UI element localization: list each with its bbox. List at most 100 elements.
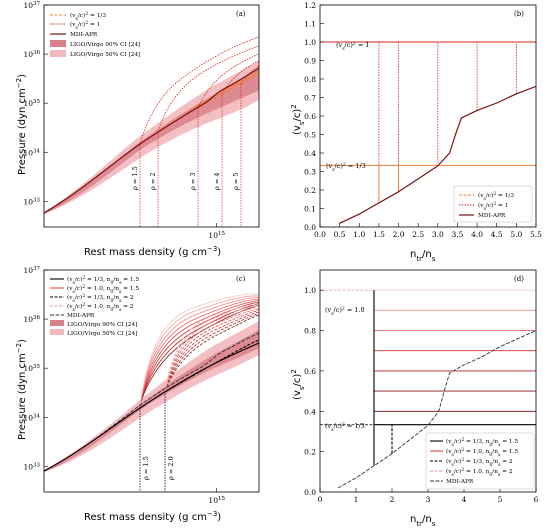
ytick-label: 1036 <box>23 315 40 324</box>
svg-text:(vs/c)2 = 1/3: (vs/c)2 = 1/3 <box>478 191 514 202</box>
transition-lines <box>139 84 242 227</box>
rho-label: ρ = 4 <box>213 172 221 190</box>
ytick-label: 0.0 <box>304 488 316 497</box>
ytick-label: 0.7 <box>304 94 316 103</box>
legend-c: (vs/c)2 = 1/3, n0/ns = 1.5 (vs/c)2 = 1.0… <box>50 275 139 337</box>
ylabel-a: Pressure (dyn cm−2) <box>15 74 28 175</box>
ytick-label: 0.6 <box>304 367 316 376</box>
rho-label: ρ = 2.0 <box>167 456 175 480</box>
ci50-band <box>44 69 259 214</box>
svg-text:(vs/c)2 = 1/3: (vs/c)2 = 1/3 <box>70 11 106 22</box>
mdi-apr-curve <box>337 330 536 489</box>
legend-entry: LIGO/Virgo 90% CI [24] <box>67 322 137 328</box>
ytick-label: 0.4 <box>304 149 316 158</box>
xtick-label: 3.5 <box>451 230 463 239</box>
svg-text:(vs/c)2 = 1.0, n0/ns = 2: (vs/c)2 = 1.0, n0/ns = 2 <box>67 302 134 313</box>
ytick-label: 1037 <box>23 1 40 10</box>
xtick-label: 1.0 <box>353 230 365 239</box>
svg-text:(vs/c)2 = 1/3, n0/ns = 2: (vs/c)2 = 1/3, n0/ns = 2 <box>67 293 134 304</box>
annotation-vs13: (vs/c)2 = 1/3 <box>325 422 365 433</box>
svg-text:(vs/c)2 = 1/3, n0/ns = 2: (vs/c)2 = 1/3, n0/ns = 2 <box>446 457 513 468</box>
ytick-label: 0.8 <box>304 75 316 84</box>
legend-entry: MDI-APR <box>446 479 474 485</box>
svg-text:(vs/c)2 = 1.0, n0/ns = 1.5: (vs/c)2 = 1.0, n0/ns = 1.5 <box>67 284 139 295</box>
vs13-n2-curve <box>164 339 259 393</box>
vs1-curves <box>139 36 259 145</box>
vs-fan-curve-n2 <box>164 313 259 392</box>
ytick-label: 1033 <box>23 197 40 206</box>
vs-fan-curve-n15 <box>139 303 259 406</box>
panel-label-c: (c) <box>236 275 246 283</box>
axes-a <box>43 4 260 228</box>
ytick-label: 0.0 <box>304 223 316 232</box>
legend-entry: MDI-APR <box>70 32 98 38</box>
vs-fan-curve-n15 <box>139 297 259 406</box>
vs-fan-curve-n2 <box>164 311 259 392</box>
xtick-label: 5.0 <box>510 230 522 239</box>
rho-label: ρ = 3 <box>189 172 197 190</box>
ytick-label: 1034 <box>23 148 40 157</box>
xtick-label: 0.5 <box>334 230 346 239</box>
ytick-label: 1035 <box>23 364 40 373</box>
ytick-label: 0.6 <box>304 112 316 121</box>
svg-text:(vs/c)2 = 1.0, n0/ns = 2: (vs/c)2 = 1.0, n0/ns = 2 <box>446 467 513 478</box>
ytick-label: 0.8 <box>304 327 316 336</box>
rho-label: ρ = 1.5 <box>131 166 139 190</box>
xtick-label: 1015 <box>208 231 225 240</box>
xlabel-b: ntr/ns <box>410 249 436 263</box>
xtick-label: 2.0 <box>393 230 405 239</box>
svg-text:(vs/c)2 = 1/3, n0/ns = 1.5: (vs/c)2 = 1/3, n0/ns = 1.5 <box>67 275 139 286</box>
rho-label: ρ = 2 <box>149 172 157 190</box>
legend-entry: LIGO/Virgo 50% CI [24] <box>70 52 140 58</box>
xtick-label: 1015 <box>208 496 225 505</box>
ytick-label: 1037 <box>23 266 40 275</box>
panel-c: 1033 1034 1035 1036 1037 1015 (c) ρ = 1.5 ρ =… <box>15 266 260 523</box>
xtick-label: 0 <box>318 495 323 504</box>
xtick-label: 1.5 <box>373 230 385 239</box>
vs-fan-curve-n2 <box>164 305 259 392</box>
vs-fan-curve-n2 <box>164 310 259 392</box>
xtick-label: 5 <box>498 495 503 504</box>
annotation-vs1: (vs/c)2 = 1 <box>336 41 370 52</box>
legend-d: (vs/c)2 = 1/3, n0/ns = 1.5 (vs/c)2 = 1.0… <box>425 432 535 490</box>
xlabel-d: ntr/ns <box>410 514 436 528</box>
panel-d: 0 1 2 3 4 5 6 0.0 0.2 0.4 0.6 0.8 1.0 (d) (vs/c)2 = … <box>290 269 539 528</box>
rho-label: ρ = 5 <box>232 172 240 190</box>
ytick-label: 0.4 <box>304 407 316 416</box>
xtick-label: 4.0 <box>471 230 483 239</box>
xtick-label: 6 <box>534 495 539 504</box>
vs-fan-curve-n15 <box>139 295 259 406</box>
xtick-label: 2.5 <box>412 230 424 239</box>
ytick-label: 1035 <box>23 99 40 108</box>
svg-text:(vs/c)2 = 1.0, n0/ns = 1.5: (vs/c)2 = 1.0, n0/ns = 1.5 <box>446 447 518 458</box>
ytick-label: 1.0 <box>304 38 316 47</box>
legend-entry: LIGO/Virgo 90% CI [24] <box>70 42 140 48</box>
panel-label-b: (b) <box>514 10 524 18</box>
xtick-label: 5.5 <box>530 230 542 239</box>
ytick-label: 0.2 <box>304 448 316 457</box>
ytick-label: 0.1 <box>304 205 316 214</box>
legend-entry: LIGO/Virgo 50% CI [24] <box>67 331 137 337</box>
vs-fan-curve-n15 <box>139 293 259 406</box>
legend-entry: MDI-APR <box>478 213 506 219</box>
panel-a: 1033 1034 1035 1036 1037 1015 (a) ρ = 1.5 ρ =… <box>15 1 260 258</box>
vs-fan-curve-n15 <box>139 300 259 406</box>
vs-fan-curve-n2 <box>164 314 259 392</box>
panel-b: 0.0 0.5 1.0 1.5 2.0 2.5 3.0 3.5 4.0 4.5 5.0 5.5 0.0 0… <box>290 1 542 263</box>
xtick-label: 1 <box>354 495 359 504</box>
ytick-label: 0.5 <box>304 131 316 140</box>
ylabel-b: (vs/c)2 <box>290 104 306 135</box>
xtick-label: 3.0 <box>432 230 444 239</box>
ylabel-d: (vs/c)2 <box>290 369 306 400</box>
mdi-apr-curve <box>44 67 259 214</box>
xlabel-a: Rest mass density (g cm−3) <box>84 245 221 258</box>
ytick-label: 1034 <box>23 413 40 422</box>
legend-a: (vs/c)2 = 1/3 (vs/c)2 = 1 MDI-APR LIGO/V… <box>50 11 140 58</box>
xtick-label: 3 <box>426 495 431 504</box>
svg-text:(vs/c)2 = 1/3, n0/ns = 1.5: (vs/c)2 = 1/3, n0/ns = 1.5 <box>446 437 518 448</box>
ylabel-c: Pressure (dyn cm−2) <box>15 339 28 440</box>
svg-text:(vs/c)2 = 1: (vs/c)2 = 1 <box>478 201 508 212</box>
ytick-label: 1.0 <box>304 286 316 295</box>
xtick-label: 0.0 <box>314 230 326 239</box>
